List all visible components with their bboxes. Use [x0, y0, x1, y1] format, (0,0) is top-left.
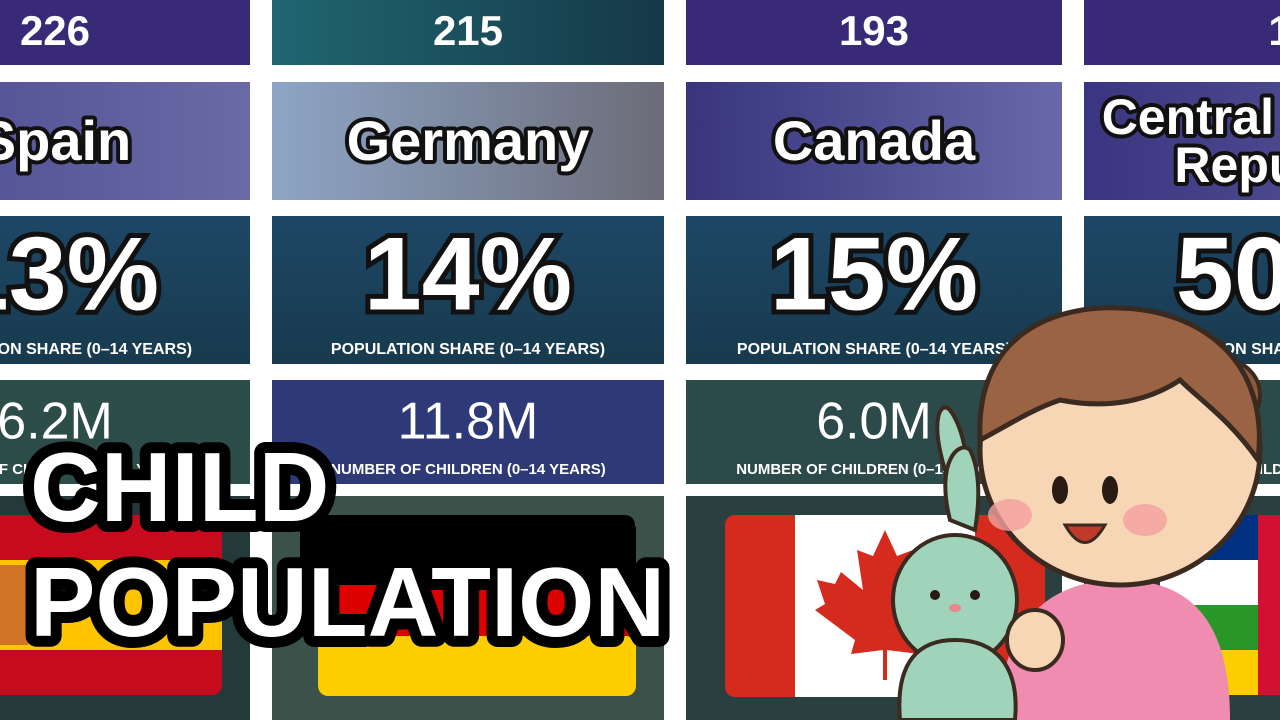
rank-box: [0, 0, 250, 65]
country-name: Germany: [347, 109, 590, 172]
title-bar: [300, 515, 635, 585]
share: 15%: [770, 216, 978, 332]
name-box: [686, 82, 1062, 200]
share-box: [686, 216, 1062, 364]
flag-spain: [0, 515, 222, 695]
count: 6.0M: [816, 393, 932, 451]
share-box: [272, 216, 664, 364]
name-box: [0, 82, 250, 200]
count: 6.2M: [0, 393, 113, 451]
share-label: POPULATION SHARE (0–14 YEARS): [0, 341, 192, 358]
share-box: [0, 216, 250, 364]
country-name: Spain: [0, 109, 131, 172]
name-box: [272, 82, 664, 200]
share-label: POPULATION SHARE (0–14 YEARS): [331, 341, 605, 358]
count-label: NUMBER OF CHILDREN (0–14 YEARS): [0, 461, 193, 478]
rank: 215: [433, 7, 503, 54]
rank: 226: [20, 7, 90, 54]
count-label: NUMBER OF CHILDREN (0–14 YEARS): [330, 461, 606, 478]
count-box: [272, 380, 664, 484]
count-box: [0, 380, 250, 484]
title-line: POPULATION: [30, 547, 665, 657]
country-name: Canada: [773, 109, 976, 172]
name-box: [1084, 82, 1280, 200]
share: 14%: [364, 216, 572, 332]
title-line: CHILD: [30, 432, 329, 542]
rank-box: [1084, 0, 1280, 65]
share: 13%: [0, 216, 159, 332]
share-label: POPULATION SHARE (0–14 YEARS): [737, 341, 1011, 358]
rank: 193: [839, 7, 909, 54]
share: 50%: [1176, 216, 1280, 332]
count: 11.8M: [398, 393, 539, 451]
country-name: Republic: [1174, 137, 1280, 193]
rank-box: [686, 0, 1062, 65]
country-name: Central African: [1102, 89, 1280, 145]
rank: 1: [1268, 7, 1280, 54]
cartoon-girl: [891, 305, 1263, 720]
rank-box: [272, 0, 664, 65]
